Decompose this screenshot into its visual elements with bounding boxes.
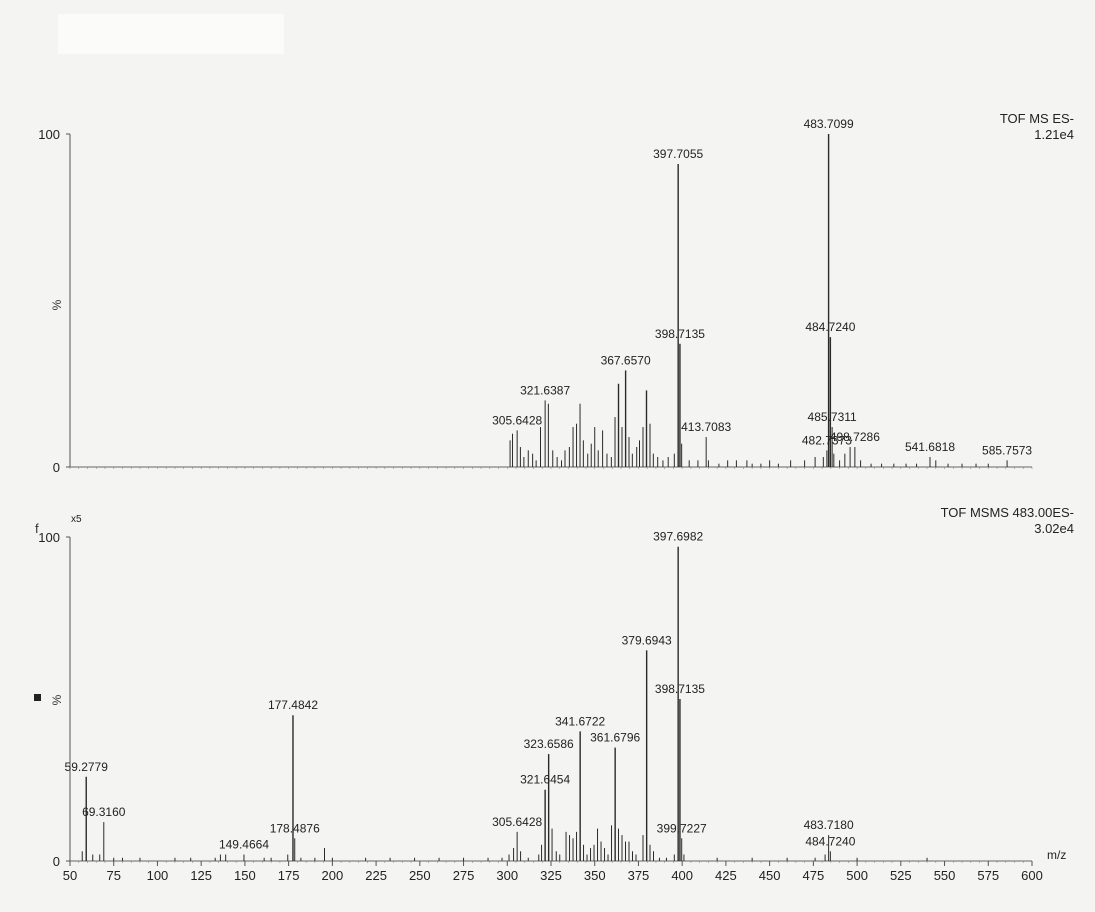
panel-square-marker — [34, 694, 41, 701]
bottom-spectrum-header: TOF MSMS 483.00ES- 3.02e4 — [941, 505, 1074, 537]
x-tick-label: 600 — [1021, 868, 1043, 883]
x-tick-label: 150 — [234, 868, 256, 883]
peak-label: 399.7227 — [657, 821, 707, 835]
x-tick-label: 425 — [715, 868, 737, 883]
top-spectrum-title: TOF MS ES- — [999, 111, 1074, 126]
x-tick-label: 400 — [671, 868, 693, 883]
x-tick-label: 550 — [934, 868, 956, 883]
peak-label: 59.2779 — [65, 760, 109, 774]
peak-label: 483.7099 — [804, 117, 854, 131]
x-tick-label: 450 — [759, 868, 781, 883]
x-axis-label: m/z — [1047, 848, 1066, 862]
y-axis-label: % — [50, 694, 64, 705]
bottom-spectrum-intensity: 3.02e4 — [1034, 521, 1074, 536]
y-tick-label: 0 — [53, 854, 60, 869]
x-tick-label: 125 — [190, 868, 212, 883]
peak-label: 397.6982 — [653, 530, 703, 544]
x-tick-label: 475 — [803, 868, 825, 883]
peak-label: 305.6428 — [492, 815, 542, 829]
peak-label: 323.6586 — [524, 737, 574, 751]
peak-label: 321.6454 — [520, 773, 570, 787]
peak-label: 367.6570 — [601, 353, 651, 367]
peak-label: 177.4842 — [268, 698, 318, 712]
top-spectrum-header: TOF MS ES- 1.21e4 — [1000, 111, 1074, 143]
scale-factor-label: x5 — [71, 514, 82, 525]
y-tick-label: 100 — [38, 530, 60, 545]
peak-label: 321.6387 — [520, 383, 570, 397]
peak-label: 69.3160 — [82, 805, 126, 819]
peak-label: 498.7286 — [830, 430, 880, 444]
x-tick-label: 300 — [496, 868, 518, 883]
peak-label: 485.7311 — [808, 410, 857, 424]
x-tick-label: 525 — [890, 868, 912, 883]
peak-label: 398.7135 — [655, 682, 705, 696]
x-tick-label: 50 — [63, 868, 77, 883]
x-tick-label: 175 — [278, 868, 300, 883]
y-tick-label: 0 — [53, 460, 60, 475]
y-axis-label: % — [50, 299, 64, 310]
y-tick-label: 100 — [38, 127, 60, 142]
top-spectrum-intensity: 1.21e4 — [1034, 127, 1074, 142]
scan-artifact — [58, 14, 284, 54]
peak-label: 483.7180 — [804, 818, 854, 832]
bottom-spectrum-title: TOF MSMS 483.00ES- — [940, 505, 1074, 520]
peak-label: 361.6796 — [590, 731, 640, 745]
x-tick-label: 500 — [846, 868, 868, 883]
x-tick-label: 575 — [977, 868, 999, 883]
peak-label: 379.6943 — [622, 633, 672, 647]
peak-label: 305.6428 — [492, 413, 542, 427]
peak-label: 397.7055 — [653, 147, 703, 161]
x-tick-label: 250 — [409, 868, 431, 883]
peak-label: 149.4664 — [219, 838, 269, 852]
peak-label: 541.6818 — [905, 440, 955, 454]
x-tick-label: 200 — [322, 868, 344, 883]
x-tick-label: 75 — [106, 868, 120, 883]
peak-label: 398.7135 — [655, 327, 705, 341]
x-tick-label: 325 — [540, 868, 562, 883]
peak-label: 178.4876 — [270, 821, 320, 835]
peak-label: 585.7573 — [982, 443, 1032, 457]
x-tick-label: 225 — [365, 868, 387, 883]
x-tick-label: 375 — [628, 868, 650, 883]
peak-label: 482.7373 — [802, 433, 852, 447]
peak-label: 341.6722 — [555, 714, 605, 728]
panel-marker: f — [35, 521, 39, 536]
peak-label: 484.7240 — [805, 320, 855, 334]
peak-label: 484.7240 — [805, 834, 855, 848]
peak-label: 413.7083 — [681, 420, 731, 434]
x-tick-label: 350 — [584, 868, 606, 883]
x-tick-label: 100 — [147, 868, 169, 883]
x-tick-label: 275 — [453, 868, 475, 883]
